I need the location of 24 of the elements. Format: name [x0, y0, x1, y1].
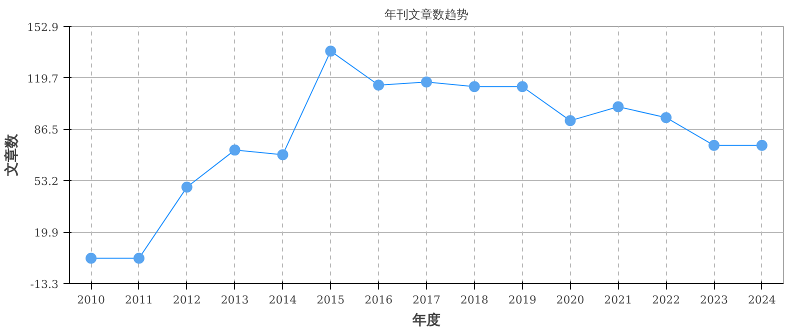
x-tick-label: 2015	[316, 294, 345, 306]
y-tick-label: 119.7	[27, 72, 59, 86]
x-tick-label: 2023	[700, 294, 728, 306]
x-tick-label: 2013	[220, 294, 249, 306]
x-axis-title: 年度	[412, 312, 440, 328]
y-tick-label: 19.9	[34, 226, 59, 240]
x-tick-label: 2012	[172, 294, 201, 306]
x-tick-label: 2011	[124, 294, 153, 306]
x-tick-label: 2018	[460, 294, 488, 306]
y-tick-label: -13.3	[30, 278, 59, 291]
x-tick-label: 2022	[652, 294, 680, 306]
y-tick-label: 152.9	[27, 21, 59, 34]
x-tick-label: 2017	[412, 294, 441, 306]
x-tick-label: 2016	[364, 294, 393, 306]
x-tick-label: 2020	[556, 294, 584, 306]
y-axis-title: 文章数	[3, 133, 20, 177]
y-tick-label: 86.5	[34, 124, 59, 137]
y-tick-label: 53.2	[34, 175, 59, 188]
x-tick-label: 2019	[508, 294, 536, 306]
x-tick-label: 2010	[77, 294, 106, 306]
chart-title: 年刊文章数趋势	[384, 8, 468, 22]
x-tick-label: 2021	[604, 294, 632, 306]
x-tick-label: 2014	[268, 294, 297, 306]
x-tick-label: 2024	[748, 294, 776, 306]
